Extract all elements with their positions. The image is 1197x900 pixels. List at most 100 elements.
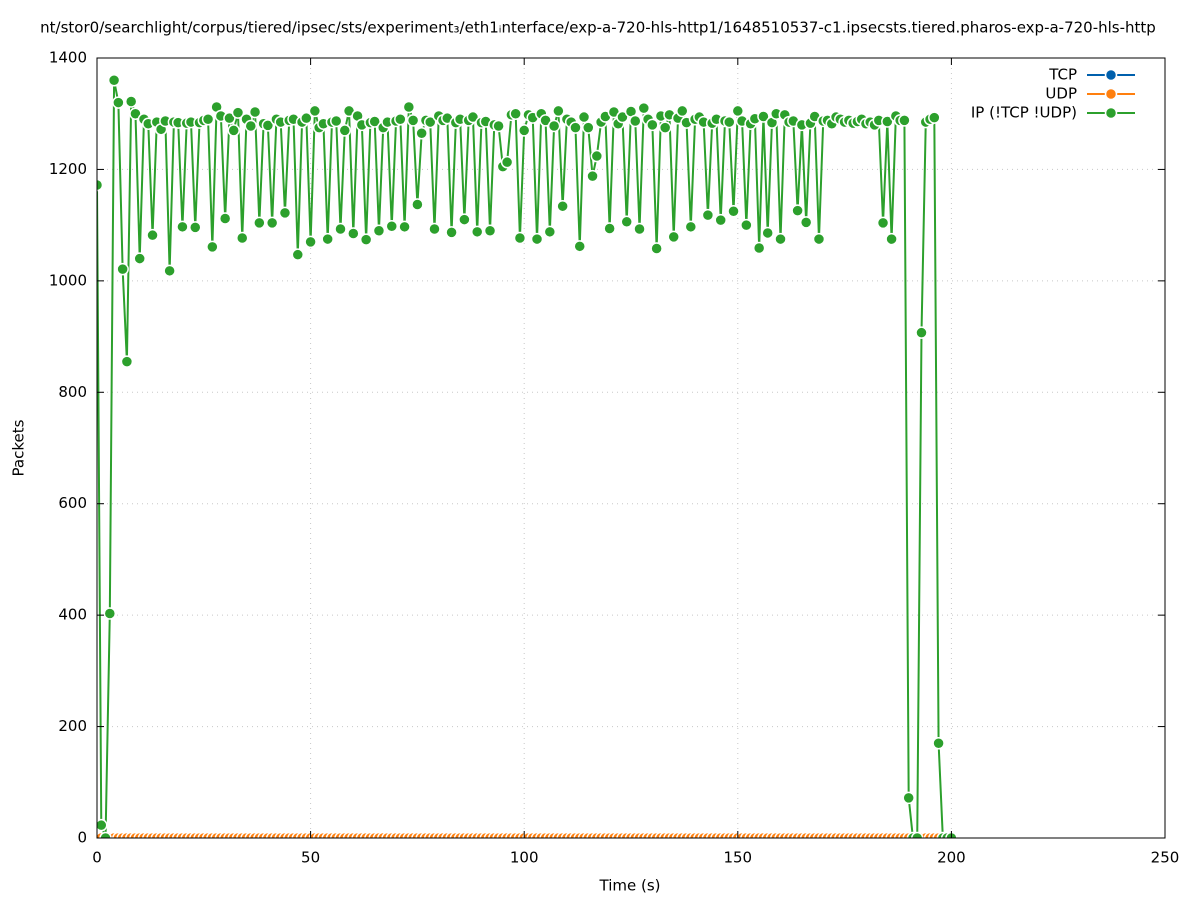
data-point: [928, 111, 941, 124]
data-point: [458, 213, 471, 226]
data-point: [235, 231, 249, 245]
data-point: [334, 222, 347, 236]
data-point: [107, 74, 121, 87]
data-point: [201, 113, 215, 126]
data-point: [676, 104, 689, 118]
data-point: [500, 155, 514, 169]
data-point: [761, 226, 774, 240]
y-tick-label: 400: [58, 606, 87, 624]
data-point: [466, 110, 480, 124]
y-tick-label: 200: [58, 717, 87, 735]
data-point: [547, 119, 561, 133]
axes: 0 200 400 600 800 1000 1200 1400 0 50 100 150 200 250: [49, 49, 1180, 867]
data-point: [124, 95, 138, 108]
data-point: [248, 105, 262, 119]
data-point: [227, 124, 240, 137]
data-point: [633, 222, 646, 236]
y-tick-label: 600: [58, 494, 87, 512]
data-point: [812, 232, 826, 246]
data-point: [740, 218, 753, 232]
data-point: [701, 208, 715, 222]
data-point: [517, 124, 531, 137]
data-point: [637, 101, 651, 115]
data-point: [483, 224, 497, 237]
chart-title: nt/stor0/searchlight/corpus/tiered/ipsec…: [40, 19, 1156, 37]
data-point: [757, 110, 770, 123]
data-point: [932, 737, 945, 750]
data-point: [791, 204, 804, 217]
data-point: [470, 225, 484, 239]
data-point: [163, 264, 176, 278]
x-tick-label: 200: [937, 849, 966, 867]
data-point: [265, 216, 279, 230]
data-point: [774, 232, 787, 246]
data-point: [359, 233, 373, 246]
x-axis-label: Time (s): [599, 877, 661, 895]
data-point: [278, 206, 292, 220]
data-point: [629, 114, 642, 128]
data-point: [176, 220, 189, 234]
data-point: [99, 831, 112, 838]
y-tick-label: 1400: [49, 49, 87, 67]
data-point: [552, 104, 565, 118]
data-point: [372, 224, 386, 237]
data-point: [368, 115, 381, 128]
x-tick-label: 250: [1151, 849, 1180, 867]
data-point: [261, 119, 275, 132]
legend-marker: [1104, 87, 1118, 101]
data-point: [543, 225, 557, 239]
data-point: [133, 252, 146, 265]
data-point: [492, 119, 505, 133]
data-point: [620, 215, 633, 229]
data-point: [146, 228, 159, 242]
y-tick-label: 800: [58, 383, 87, 401]
data-point: [415, 126, 428, 140]
y-tick-label: 1200: [49, 160, 87, 178]
data-point: [898, 114, 911, 127]
data-point: [223, 111, 236, 125]
legend-label: TCP: [1048, 66, 1077, 84]
data-point: [714, 213, 727, 227]
data-point: [385, 220, 399, 233]
data-point: [513, 231, 527, 245]
y-axis-label: Packets: [10, 419, 28, 476]
plot-frame: [96, 57, 1166, 839]
data-point: [347, 227, 360, 240]
data-point: [116, 262, 129, 276]
data-point: [206, 240, 219, 254]
data-point: [445, 226, 458, 239]
data-point: [603, 222, 616, 235]
data-point: [329, 114, 343, 128]
data-point: [189, 221, 202, 234]
data-point: [394, 113, 407, 126]
data-point: [582, 121, 595, 134]
legend-label: UDP: [1045, 85, 1077, 103]
data-point: [112, 96, 125, 109]
data-point: [590, 149, 604, 163]
data-point: [97, 818, 108, 832]
data-point: [398, 220, 411, 234]
data-point: [577, 110, 591, 124]
data-point: [881, 115, 894, 128]
data-point: [658, 121, 672, 134]
data-point: [723, 115, 736, 129]
data-point: [120, 355, 134, 368]
data-point: [530, 232, 544, 246]
data-point: [915, 326, 928, 339]
data-point: [573, 240, 586, 253]
data-point: [308, 104, 322, 118]
legend-marker: [1104, 68, 1118, 82]
data-point: [667, 230, 680, 244]
data-point: [727, 204, 740, 218]
data-point: [244, 119, 258, 133]
data-point: [876, 216, 890, 230]
x-tick-label: 0: [92, 849, 102, 867]
x-tick-label: 100: [510, 849, 539, 867]
data-point: [300, 111, 313, 125]
y-tick-label: 0: [77, 829, 87, 847]
data-point: [556, 199, 569, 213]
data-point: [103, 607, 117, 620]
data-point: [650, 242, 663, 255]
